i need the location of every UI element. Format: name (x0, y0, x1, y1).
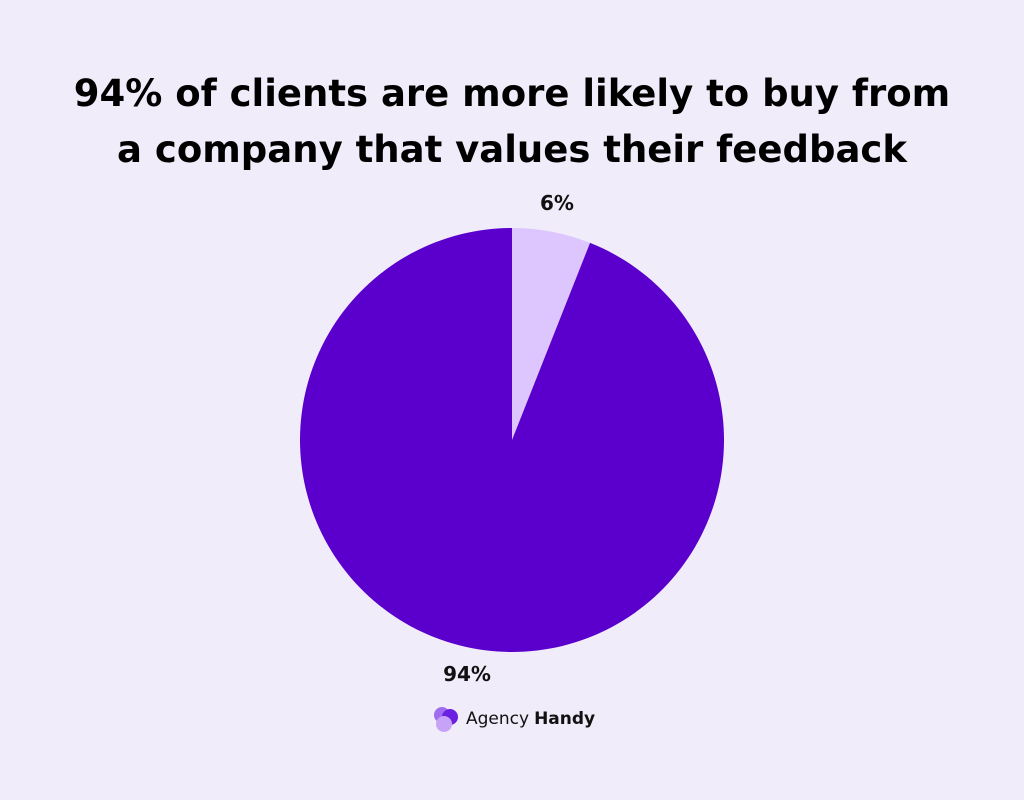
logo-text-bold: Handy (534, 709, 596, 729)
value-label: 6% (540, 191, 574, 215)
logo-text: Agency (466, 709, 530, 729)
pie-slice (300, 228, 725, 653)
logo-icon (434, 707, 458, 732)
logo: Agency Handy (432, 704, 595, 734)
pie-slice (512, 228, 591, 440)
chart-title: 94% of clients are more likely to buy fr… (73, 72, 951, 171)
value-label: 94% (443, 662, 491, 686)
